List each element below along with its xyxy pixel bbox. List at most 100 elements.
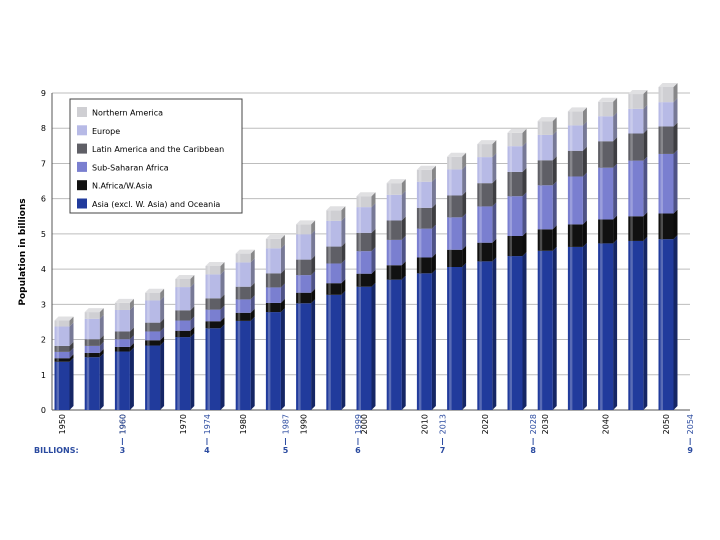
- bar-segment-highlight: [539, 250, 543, 410]
- bar-segment-highlight: [267, 238, 271, 249]
- bar-segment-highlight: [479, 242, 482, 262]
- bar-top: [114, 298, 134, 303]
- bar-segment-highlight: [328, 246, 331, 264]
- bar-segment-highlight: [86, 339, 90, 346]
- bar-segment-side: [492, 140, 497, 158]
- bar-segment-side: [280, 283, 285, 303]
- bar-segment-side: [129, 298, 134, 310]
- bar-segment-highlight: [116, 302, 120, 310]
- bar-segment-highlight: [358, 207, 361, 233]
- bar-segment: [205, 321, 221, 329]
- bar-segment: [205, 309, 221, 322]
- bar-segment-side: [190, 316, 195, 331]
- bar-segment-highlight: [569, 176, 573, 225]
- bar-segment-highlight: [207, 298, 210, 310]
- bar-stack-2015: [447, 152, 467, 410]
- bar-segment-side: [99, 348, 104, 358]
- bar-segment-side: [613, 97, 618, 117]
- bar-segment-side: [371, 247, 376, 274]
- milestone-billions: 8: [530, 446, 536, 455]
- bar-segment-side: [160, 318, 165, 332]
- milestone-year: 1999: [354, 414, 363, 434]
- bar-segment-side: [522, 192, 527, 237]
- bar-top: [54, 316, 74, 321]
- bar-segment-highlight: [86, 312, 90, 319]
- bar-top: [84, 308, 104, 313]
- bar-segment-highlight: [147, 340, 150, 346]
- bar-segment-side: [160, 288, 165, 301]
- bar-segment-highlight: [177, 320, 180, 331]
- bar-stack-1990: [296, 220, 316, 410]
- bar-segment-side: [250, 308, 255, 321]
- bar-segment-highlight: [479, 157, 482, 184]
- bar-segment-side: [643, 156, 648, 217]
- bar-segment: [114, 302, 130, 310]
- bar-segment-side: [673, 235, 678, 410]
- bar-segment-side: [341, 206, 346, 221]
- bar-segment-side: [522, 232, 527, 257]
- bar-segment-side: [643, 129, 648, 161]
- bar-segment-side: [582, 121, 587, 151]
- legend-label: Northern America: [92, 109, 163, 118]
- bar-stack-1960: [114, 298, 134, 410]
- bar-segment-side: [431, 269, 436, 410]
- bar-segment-side: [129, 335, 134, 347]
- bar-segment-highlight: [358, 232, 361, 252]
- bar-top: [537, 117, 557, 122]
- bar-segment-highlight: [56, 320, 59, 327]
- bar-top: [296, 220, 316, 225]
- bar-segment: [145, 322, 161, 332]
- bar-segment-side: [69, 322, 74, 346]
- bar-segment-highlight: [267, 302, 271, 313]
- bar-segment-side: [492, 257, 497, 410]
- bar-stack-1980: [235, 249, 255, 410]
- bar-segment-highlight: [267, 287, 271, 303]
- milestone-year: 1960: [118, 414, 127, 434]
- bar-segment-highlight: [116, 351, 120, 410]
- bar-segment-side: [250, 316, 255, 410]
- bar-segment-side: [371, 269, 376, 287]
- bar-segment-highlight: [237, 312, 241, 321]
- x-tick-label: 1980: [239, 414, 248, 434]
- bar-top: [175, 274, 195, 279]
- bar-segment-highlight: [147, 331, 150, 341]
- bar-segment: [356, 196, 372, 208]
- bar-segment-side: [582, 107, 587, 126]
- bar-segment: [54, 320, 70, 327]
- bar-segment-side: [431, 165, 436, 182]
- billions-label: BILLIONS:: [34, 446, 79, 455]
- bar-segment-highlight: [630, 133, 633, 161]
- bar-segment-highlight: [86, 345, 90, 353]
- y-tick-label: 1: [41, 371, 46, 380]
- bar-segment-side: [552, 225, 557, 251]
- bar-segment-highlight: [86, 318, 90, 340]
- bar-segment-side: [220, 261, 225, 275]
- y-tick-label: 6: [41, 195, 46, 204]
- bar-segment-highlight: [569, 246, 573, 410]
- bar-stack-2040: [598, 97, 618, 410]
- bar-segment-highlight: [388, 279, 392, 410]
- bar-segment-highlight: [147, 292, 150, 301]
- bar-segment-side: [643, 212, 648, 241]
- bar-segment-side: [371, 192, 376, 208]
- bar-segment-side: [401, 261, 406, 280]
- bar-segment-highlight: [509, 236, 512, 257]
- bar-segment-highlight: [600, 141, 603, 168]
- y-tick-label: 2: [41, 336, 46, 345]
- legend-swatch: [77, 143, 87, 154]
- bar-segment-highlight: [630, 216, 633, 241]
- milestone-year: 1974: [203, 414, 212, 434]
- legend-swatch: [77, 161, 87, 172]
- bar-segment-highlight: [207, 328, 210, 410]
- bar-segment-side: [582, 242, 587, 410]
- y-axis-label: Population in billions: [18, 198, 28, 305]
- bar-stack-2045: [628, 90, 648, 410]
- bar-stack-1975: [205, 261, 225, 410]
- milestone-billions: 4: [204, 446, 210, 455]
- bar-segment: [54, 345, 70, 352]
- bar-segment-highlight: [418, 169, 422, 182]
- bar-segment-side: [492, 179, 497, 207]
- bar-segment-side: [401, 190, 406, 221]
- bar-segment-side: [613, 215, 618, 244]
- bar-segment-highlight: [298, 224, 301, 235]
